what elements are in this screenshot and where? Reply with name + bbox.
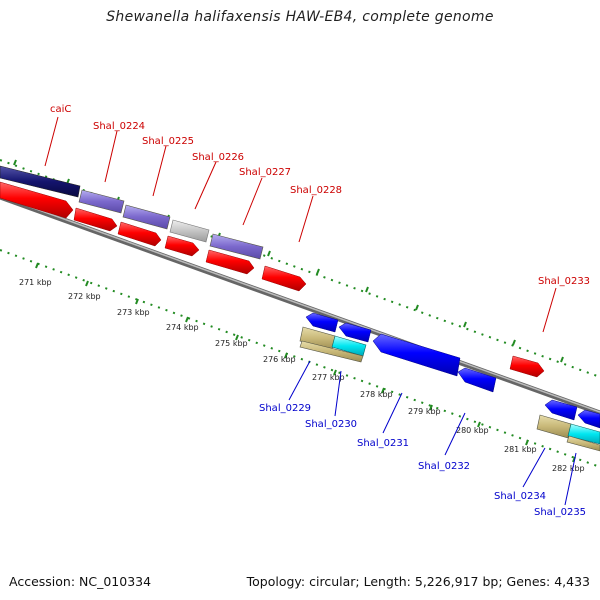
gene-label[interactable]: Shal_0230	[305, 419, 357, 430]
outer-scale-major-ticks	[13, 159, 564, 363]
top-leader-lines	[44, 116, 557, 333]
cds-forward[interactable]	[73, 207, 118, 232]
gene-label[interactable]: caiC	[50, 104, 71, 115]
feature-lane-upper	[0, 165, 264, 260]
kbp-label: 274 kbp	[166, 323, 199, 332]
gene-label[interactable]: Shal_0229	[259, 403, 311, 414]
kbp-label: 276 kbp	[263, 355, 296, 364]
feature-lane-lower	[299, 326, 600, 452]
gene-label[interactable]: Shal_0226	[192, 152, 244, 163]
cds-forward[interactable]	[0, 181, 74, 219]
kbp-label: 275 kbp	[215, 339, 248, 348]
kbp-label: 282 kbp	[552, 464, 585, 473]
map-title: Shewanella halifaxensis HAW-EB4, complet…	[106, 9, 494, 25]
kbp-label: 278 kbp	[360, 390, 393, 399]
feature-khaki[interactable]	[299, 340, 364, 363]
cds-forward[interactable]	[509, 355, 545, 378]
kbp-label: 279 kbp	[408, 407, 441, 416]
gene-label[interactable]: Shal_0227	[239, 167, 291, 178]
kbp-label: 272 kbp	[68, 292, 101, 301]
cds-reverse[interactable]	[338, 322, 372, 343]
forward-cds-lane	[0, 181, 545, 378]
gene-label[interactable]: Shal_0234	[494, 491, 546, 502]
gene-label[interactable]: Shal_0235	[534, 507, 586, 518]
kbp-label: 273 kbp	[117, 308, 150, 317]
gene-label[interactable]: Shal_0225	[142, 136, 194, 147]
cds-reverse[interactable]	[457, 367, 497, 393]
cds-reverse[interactable]	[544, 399, 578, 421]
reverse-cds-lane	[305, 312, 600, 429]
accession-text: Accession: NC_010334	[9, 574, 152, 589]
kbp-labels: 271 kbp 272 kbp 273 kbp 274 kbp 275 kbp …	[19, 278, 585, 473]
feature-navy[interactable]	[0, 165, 81, 198]
gene-label[interactable]: Shal_0232	[418, 461, 470, 472]
gene-label[interactable]: Shal_0233	[538, 276, 590, 287]
genome-backbone	[0, 194, 600, 416]
genome-summary-text: Topology: circular; Length: 5,226,917 bp…	[246, 574, 590, 589]
bottom-gene-labels: Shal_0229 Shal_0230 Shal_0231 Shal_0232 …	[259, 403, 586, 518]
top-gene-labels: caiC Shal_0224 Shal_0225 Shal_0226 Shal_…	[50, 104, 590, 287]
cds-reverse[interactable]	[372, 333, 461, 377]
cds-reverse[interactable]	[305, 312, 339, 333]
gene-label[interactable]: Shal_0231	[357, 438, 409, 449]
feature-lavender[interactable]	[209, 233, 264, 260]
gene-label[interactable]: Shal_0228	[290, 185, 342, 196]
feature-lavender[interactable]	[78, 189, 125, 214]
cds-forward[interactable]	[205, 249, 255, 275]
feature-gray[interactable]	[169, 219, 210, 243]
gene-label[interactable]: Shal_0224	[93, 121, 145, 132]
feature-lavender[interactable]	[122, 204, 171, 230]
cds-forward[interactable]	[261, 265, 307, 292]
cds-reverse[interactable]	[577, 409, 600, 429]
kbp-label: 277 kbp	[312, 373, 345, 382]
feature-khaki[interactable]	[536, 414, 572, 439]
cds-forward[interactable]	[117, 221, 162, 247]
cds-forward[interactable]	[164, 235, 200, 257]
inner-scale-major-ticks	[35, 262, 576, 463]
bottom-leader-lines	[288, 360, 577, 506]
feature-khaki[interactable]	[566, 435, 600, 452]
kbp-label: 281 kbp	[504, 445, 537, 454]
kbp-label: 271 kbp	[19, 278, 52, 287]
kbp-label: 280 kbp	[456, 426, 489, 435]
feature-cyan[interactable]	[567, 423, 600, 445]
